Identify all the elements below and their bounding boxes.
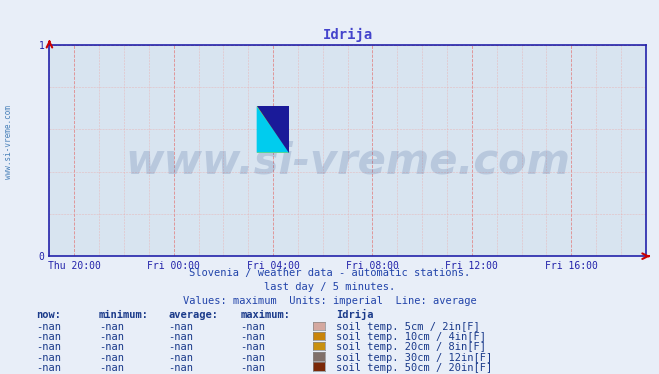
Text: -nan: -nan: [99, 332, 124, 342]
Text: last day / 5 minutes.: last day / 5 minutes.: [264, 282, 395, 292]
Text: -nan: -nan: [99, 343, 124, 352]
Polygon shape: [256, 106, 289, 153]
Bar: [256, 106, 289, 153]
Text: soil temp. 20cm / 8in[F]: soil temp. 20cm / 8in[F]: [336, 343, 486, 352]
Text: -nan: -nan: [168, 322, 193, 332]
Text: soil temp. 5cm / 2in[F]: soil temp. 5cm / 2in[F]: [336, 322, 480, 332]
Text: -nan: -nan: [168, 353, 193, 362]
Text: -nan: -nan: [36, 332, 61, 342]
Text: -nan: -nan: [168, 332, 193, 342]
Text: -nan: -nan: [36, 322, 61, 332]
Title: Idrija: Idrija: [322, 28, 373, 42]
Text: soil temp. 10cm / 4in[F]: soil temp. 10cm / 4in[F]: [336, 332, 486, 342]
Text: www.si-vreme.com: www.si-vreme.com: [125, 140, 570, 182]
Text: -nan: -nan: [241, 322, 266, 332]
Text: -nan: -nan: [36, 343, 61, 352]
Text: average:: average:: [168, 310, 218, 320]
Text: Idrija: Idrija: [336, 309, 374, 320]
Text: -nan: -nan: [168, 343, 193, 352]
Text: -nan: -nan: [168, 363, 193, 373]
Text: maximum:: maximum:: [241, 310, 291, 320]
Polygon shape: [256, 106, 289, 153]
Text: -nan: -nan: [36, 363, 61, 373]
Text: www.si-vreme.com: www.si-vreme.com: [4, 105, 13, 179]
Text: -nan: -nan: [241, 353, 266, 362]
Text: -nan: -nan: [241, 332, 266, 342]
Text: -nan: -nan: [99, 322, 124, 332]
Text: now:: now:: [36, 310, 61, 320]
Text: -nan: -nan: [241, 363, 266, 373]
Text: -nan: -nan: [241, 343, 266, 352]
Text: soil temp. 50cm / 20in[F]: soil temp. 50cm / 20in[F]: [336, 363, 492, 373]
Text: Slovenia / weather data - automatic stations.: Slovenia / weather data - automatic stat…: [189, 268, 470, 278]
Text: -nan: -nan: [36, 353, 61, 362]
Text: soil temp. 30cm / 12in[F]: soil temp. 30cm / 12in[F]: [336, 353, 492, 362]
Text: -nan: -nan: [99, 363, 124, 373]
Text: minimum:: minimum:: [99, 310, 149, 320]
Text: Values: maximum  Units: imperial  Line: average: Values: maximum Units: imperial Line: av…: [183, 297, 476, 306]
Text: -nan: -nan: [99, 353, 124, 362]
